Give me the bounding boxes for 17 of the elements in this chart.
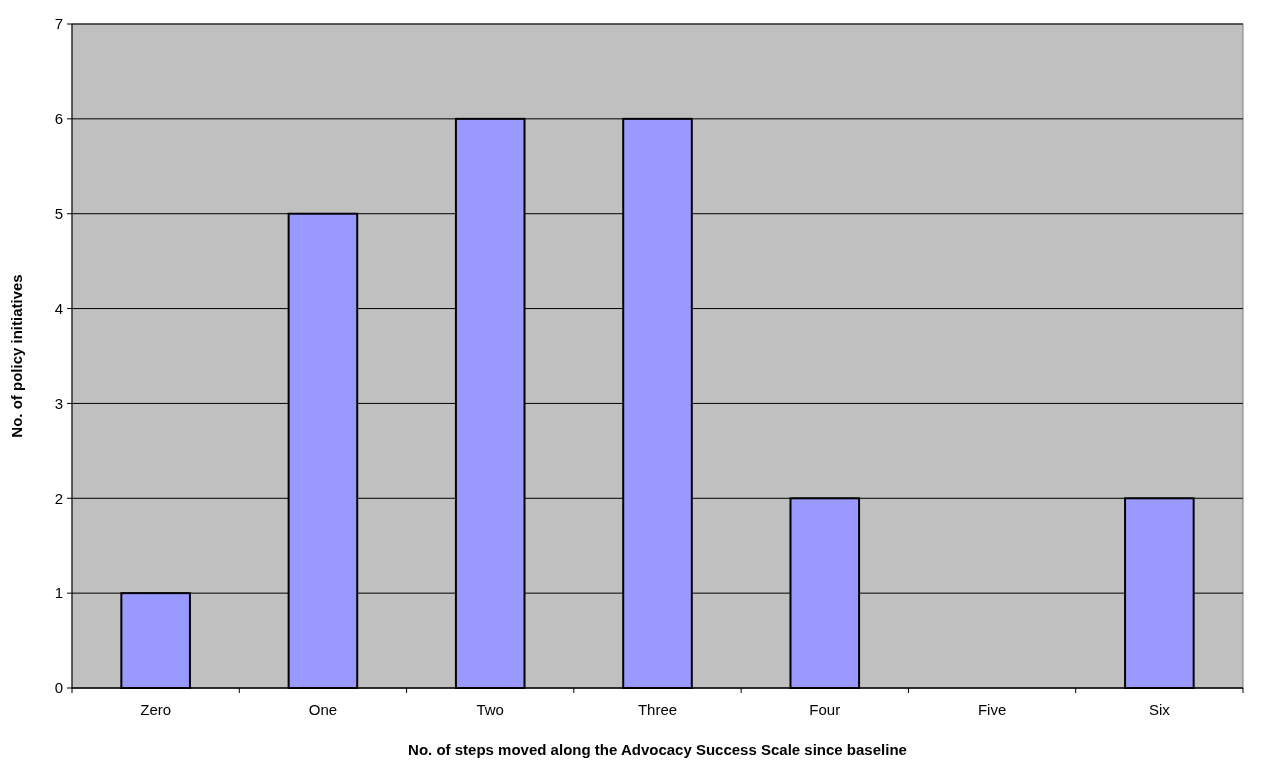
x-tick-label: Four bbox=[809, 701, 841, 718]
x-tick-label: Zero bbox=[140, 701, 172, 718]
x-tick-label: Two bbox=[476, 701, 504, 718]
x-axis-title: No. of steps moved along the Advocacy Success Scale since baseline bbox=[408, 741, 907, 758]
y-tick-label: 6 bbox=[54, 110, 63, 128]
y-tick-label: 1 bbox=[54, 584, 63, 602]
y-tick-label: 0 bbox=[54, 679, 63, 697]
y-tick-label: 4 bbox=[54, 299, 63, 317]
x-tick-label: Six bbox=[1148, 701, 1171, 718]
y-tick-label: 7 bbox=[54, 15, 63, 33]
x-tick-label: Three bbox=[637, 701, 678, 718]
x-tick-label: One bbox=[308, 701, 338, 718]
x-tick-label: Five bbox=[977, 701, 1007, 718]
y-tick-label: 5 bbox=[54, 204, 63, 222]
y-axis-title: No. of policy initiatives bbox=[8, 274, 25, 438]
y-tick-label: 2 bbox=[54, 489, 63, 507]
y-tick-label: 3 bbox=[54, 394, 63, 412]
